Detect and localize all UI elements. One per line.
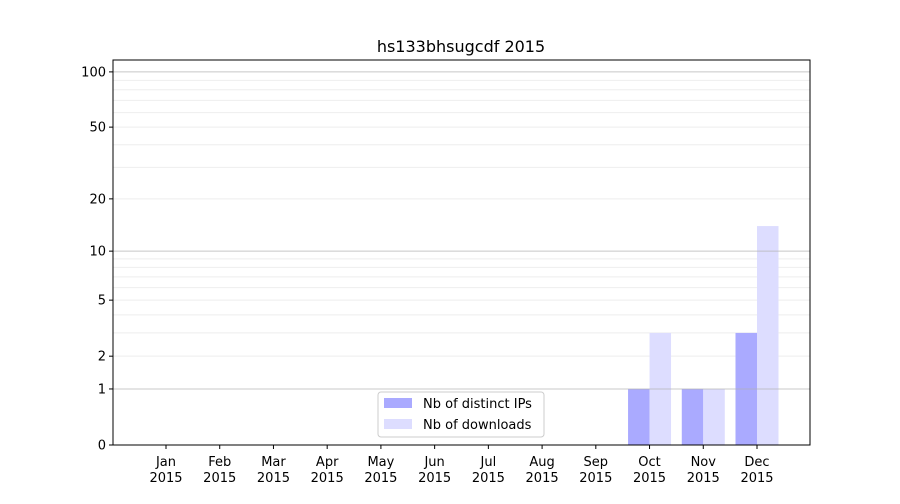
bars <box>628 226 779 445</box>
legend-label: Nb of distinct IPs <box>423 397 532 412</box>
grid <box>113 79 810 357</box>
legend-swatch <box>384 398 412 408</box>
x-tick-label: Apr 2015 <box>311 455 344 486</box>
x-axis: Jan 2015 Feb 2015 Mar 2015 Apr 2015 May 2015 Jun 20… <box>149 445 774 486</box>
plot-frame <box>112 59 811 446</box>
y-tick-label: 5 <box>98 294 106 309</box>
x-tick-label: Feb 2015 <box>203 455 236 486</box>
bar-distinct-ips <box>628 388 650 445</box>
x-tick-label: Jul 2015 <box>472 455 505 486</box>
y-tick-label: 2 <box>98 350 106 365</box>
x-tick-label: Aug 2015 <box>526 455 559 486</box>
legend-label: Nb of downloads <box>423 418 532 433</box>
x-tick-label: Nov 2015 <box>687 455 720 486</box>
x-tick-label: Sep 2015 <box>579 455 612 486</box>
bar-distinct-ips <box>681 388 704 445</box>
x-tick-label: Jun 2015 <box>418 455 451 486</box>
major-grid <box>113 71 810 390</box>
chart-title: hs133bhsugcdf 2015 <box>377 37 545 56</box>
bar-downloads <box>703 388 725 445</box>
y-axis: 0 1 2 5 10 20 50 100 <box>81 65 113 454</box>
bar-downloads <box>757 226 779 445</box>
y-tick-label: 20 <box>89 192 106 207</box>
y-tick-label: 10 <box>89 245 106 260</box>
legend-swatch <box>384 419 412 429</box>
x-tick-label: Dec 2015 <box>740 455 773 486</box>
y-tick-label: 0 <box>98 439 106 454</box>
y-tick-label: 50 <box>89 121 106 136</box>
x-tick-label: Jan 2015 <box>149 455 182 486</box>
legend: Nb of distinct IPs Nb of downloads <box>377 391 545 438</box>
x-tick-label: Oct 2015 <box>633 455 666 486</box>
legend-frame <box>377 391 545 438</box>
x-tick-label: Mar 2015 <box>257 455 290 486</box>
x-tick-label: May 2015 <box>364 455 397 486</box>
y-tick-label: 100 <box>81 65 106 80</box>
y-tick-label: 1 <box>98 382 106 397</box>
